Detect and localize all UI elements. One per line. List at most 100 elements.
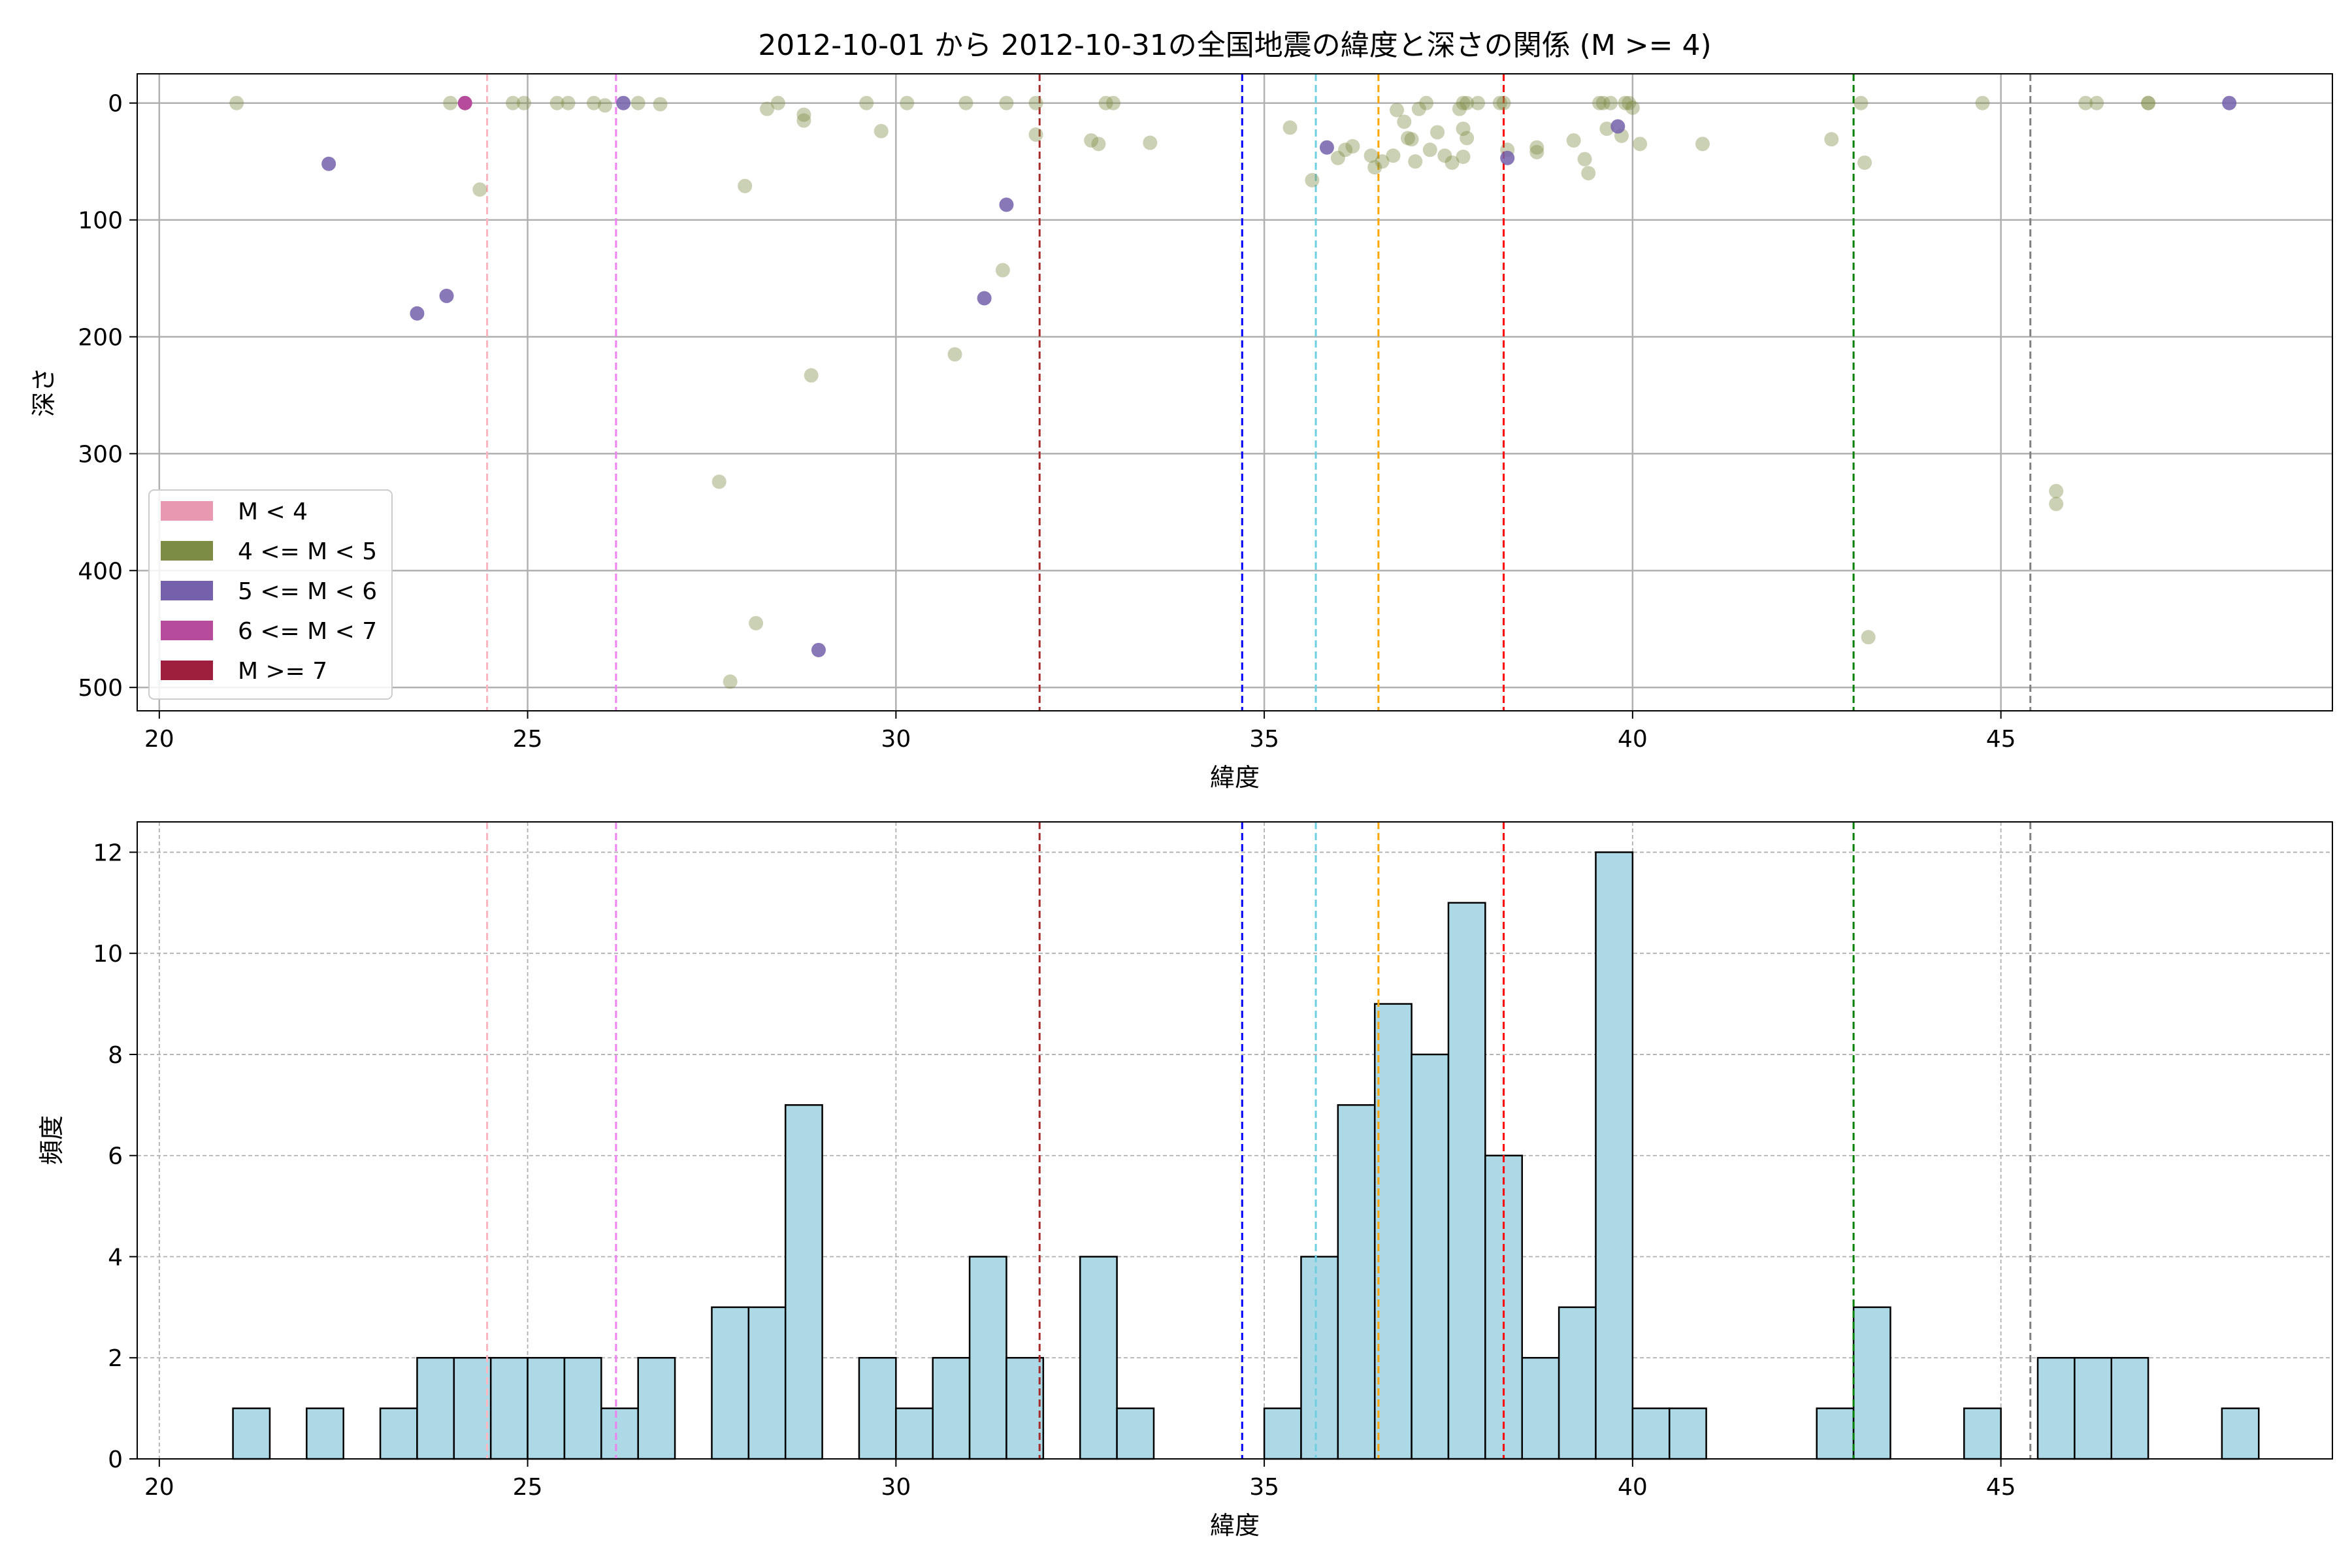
histogram-bar	[1521, 1356, 1560, 1460]
scatter-point	[2049, 483, 2064, 498]
scatter-point	[760, 101, 775, 116]
scatter-point	[1460, 131, 1475, 146]
scatter-point	[597, 98, 612, 113]
histogram-bar	[1963, 1407, 2002, 1460]
scatter-point	[1496, 95, 1511, 110]
scatter-point	[1437, 148, 1452, 163]
scatter-point	[1319, 140, 1334, 155]
scatter-point	[958, 95, 973, 110]
scatter-point	[749, 615, 764, 630]
histogram-y-tick-label: 4	[108, 1244, 123, 1271]
histogram-bar	[637, 1356, 676, 1460]
scatter-point	[439, 288, 454, 303]
histogram-bar	[1337, 1104, 1376, 1460]
histogram-bar	[453, 1356, 492, 1460]
scatter-point	[999, 197, 1014, 212]
scatter-point	[1386, 148, 1401, 163]
scatter-point	[1397, 114, 1412, 129]
scatter-point	[506, 95, 521, 110]
scatter-point	[1592, 95, 1607, 110]
legend-label: M >= 7	[238, 658, 327, 685]
scatter-point	[1456, 95, 1471, 110]
scatter-point	[1091, 137, 1106, 152]
histogram-bar	[379, 1407, 418, 1460]
scatter-x-ticks: 20 25 30 35 40 45	[144, 711, 2016, 753]
scatter-point	[1098, 95, 1113, 110]
scatter-point	[711, 474, 727, 489]
histogram-bar	[563, 1356, 602, 1460]
scatter-point	[229, 95, 244, 110]
scatter-point	[2222, 95, 2237, 110]
histogram-bar	[968, 1256, 1007, 1460]
scatter-point	[859, 95, 874, 110]
scatter-point	[1566, 133, 1581, 148]
legend-label: 6 <= M < 7	[238, 618, 377, 645]
legend-swatch	[161, 621, 213, 640]
histogram-y-tick-label: 0	[108, 1446, 123, 1473]
scatter-point	[1603, 95, 1618, 110]
histogram-bar	[1411, 1053, 1450, 1460]
scatter-point	[1500, 150, 1515, 165]
scatter-point	[1408, 154, 1423, 169]
scatter-point	[1364, 148, 1379, 163]
histogram-x-tick-label: 30	[881, 1474, 911, 1501]
scatter-points	[229, 95, 2237, 689]
histogram-bar	[1005, 1356, 1045, 1460]
scatter-point	[1084, 133, 1099, 148]
scatter-point	[1622, 95, 1637, 110]
scatter-point	[738, 178, 753, 193]
scatter-point	[1695, 137, 1710, 152]
scatter-point	[995, 263, 1010, 278]
scatter-point	[2141, 95, 2156, 110]
scatter-x-tick-label: 35	[1249, 726, 1279, 753]
legend-label: 5 <= M < 6	[238, 578, 377, 605]
scatter-point	[1452, 101, 1467, 116]
histogram-bar	[895, 1407, 934, 1460]
scatter-point	[770, 95, 785, 110]
scatter-point	[472, 182, 487, 197]
scatter-point	[1824, 132, 1839, 147]
histogram-x-tick-label: 25	[513, 1474, 543, 1501]
scatter-point	[811, 642, 826, 657]
scatter-point	[1419, 95, 1434, 110]
scatter-point	[2141, 95, 2156, 110]
histogram-bar	[1631, 1407, 1671, 1460]
legend-label: 4 <= M < 5	[238, 538, 377, 565]
scatter-x-tick-label: 25	[513, 726, 543, 753]
scatter-y-tick-label: 100	[78, 208, 123, 235]
scatter-point	[457, 95, 472, 110]
histogram-x-axis-label: 緯度	[1210, 1511, 1260, 1540]
scatter-point	[1345, 139, 1360, 154]
histogram-y-axis-label: 頻度	[37, 1115, 66, 1165]
histogram-bar	[2110, 1356, 2149, 1460]
scatter-x-axis-label: 緯度	[1210, 763, 1260, 792]
histogram-bar	[1263, 1407, 1302, 1460]
scatter-point	[796, 107, 811, 122]
histogram-bar	[527, 1356, 566, 1460]
histogram-x-ticks: 20 25 30 35 40 45	[144, 1459, 2016, 1501]
scatter-point	[1492, 95, 1507, 110]
histogram-bar	[1300, 1256, 1339, 1460]
scatter-point	[1400, 131, 1415, 146]
scatter-point	[1529, 144, 1544, 159]
histogram-bar	[1816, 1407, 1855, 1460]
legend-swatch	[161, 581, 213, 600]
scatter-point	[1471, 95, 1486, 110]
scatter-point	[587, 95, 602, 110]
histogram-bar	[2074, 1356, 2112, 1460]
scatter-plot-frame	[137, 73, 2333, 711]
scatter-point	[1422, 142, 1437, 157]
legend-swatch	[161, 661, 213, 680]
histogram-reference-lines	[486, 822, 2032, 1459]
scatter-point	[1456, 122, 1471, 137]
scatter-chart-latitude-vs-depth: 20 25 30 35 40 45 0 100 200 300 400 500 緯度 深さ M < …	[29, 73, 2333, 792]
histogram-bar	[1852, 1306, 1891, 1460]
legend-swatch	[161, 501, 213, 521]
histogram-plot-frame	[137, 821, 2333, 1460]
scatter-point	[1577, 152, 1592, 167]
figure-title: 2012-10-01 から 2012-10-31の全国地震の緯度と深さの関係 (…	[758, 29, 1711, 62]
histogram-x-tick-label: 45	[1986, 1474, 2016, 1501]
scatter-point	[1028, 127, 1043, 142]
scatter-point	[1282, 120, 1298, 135]
